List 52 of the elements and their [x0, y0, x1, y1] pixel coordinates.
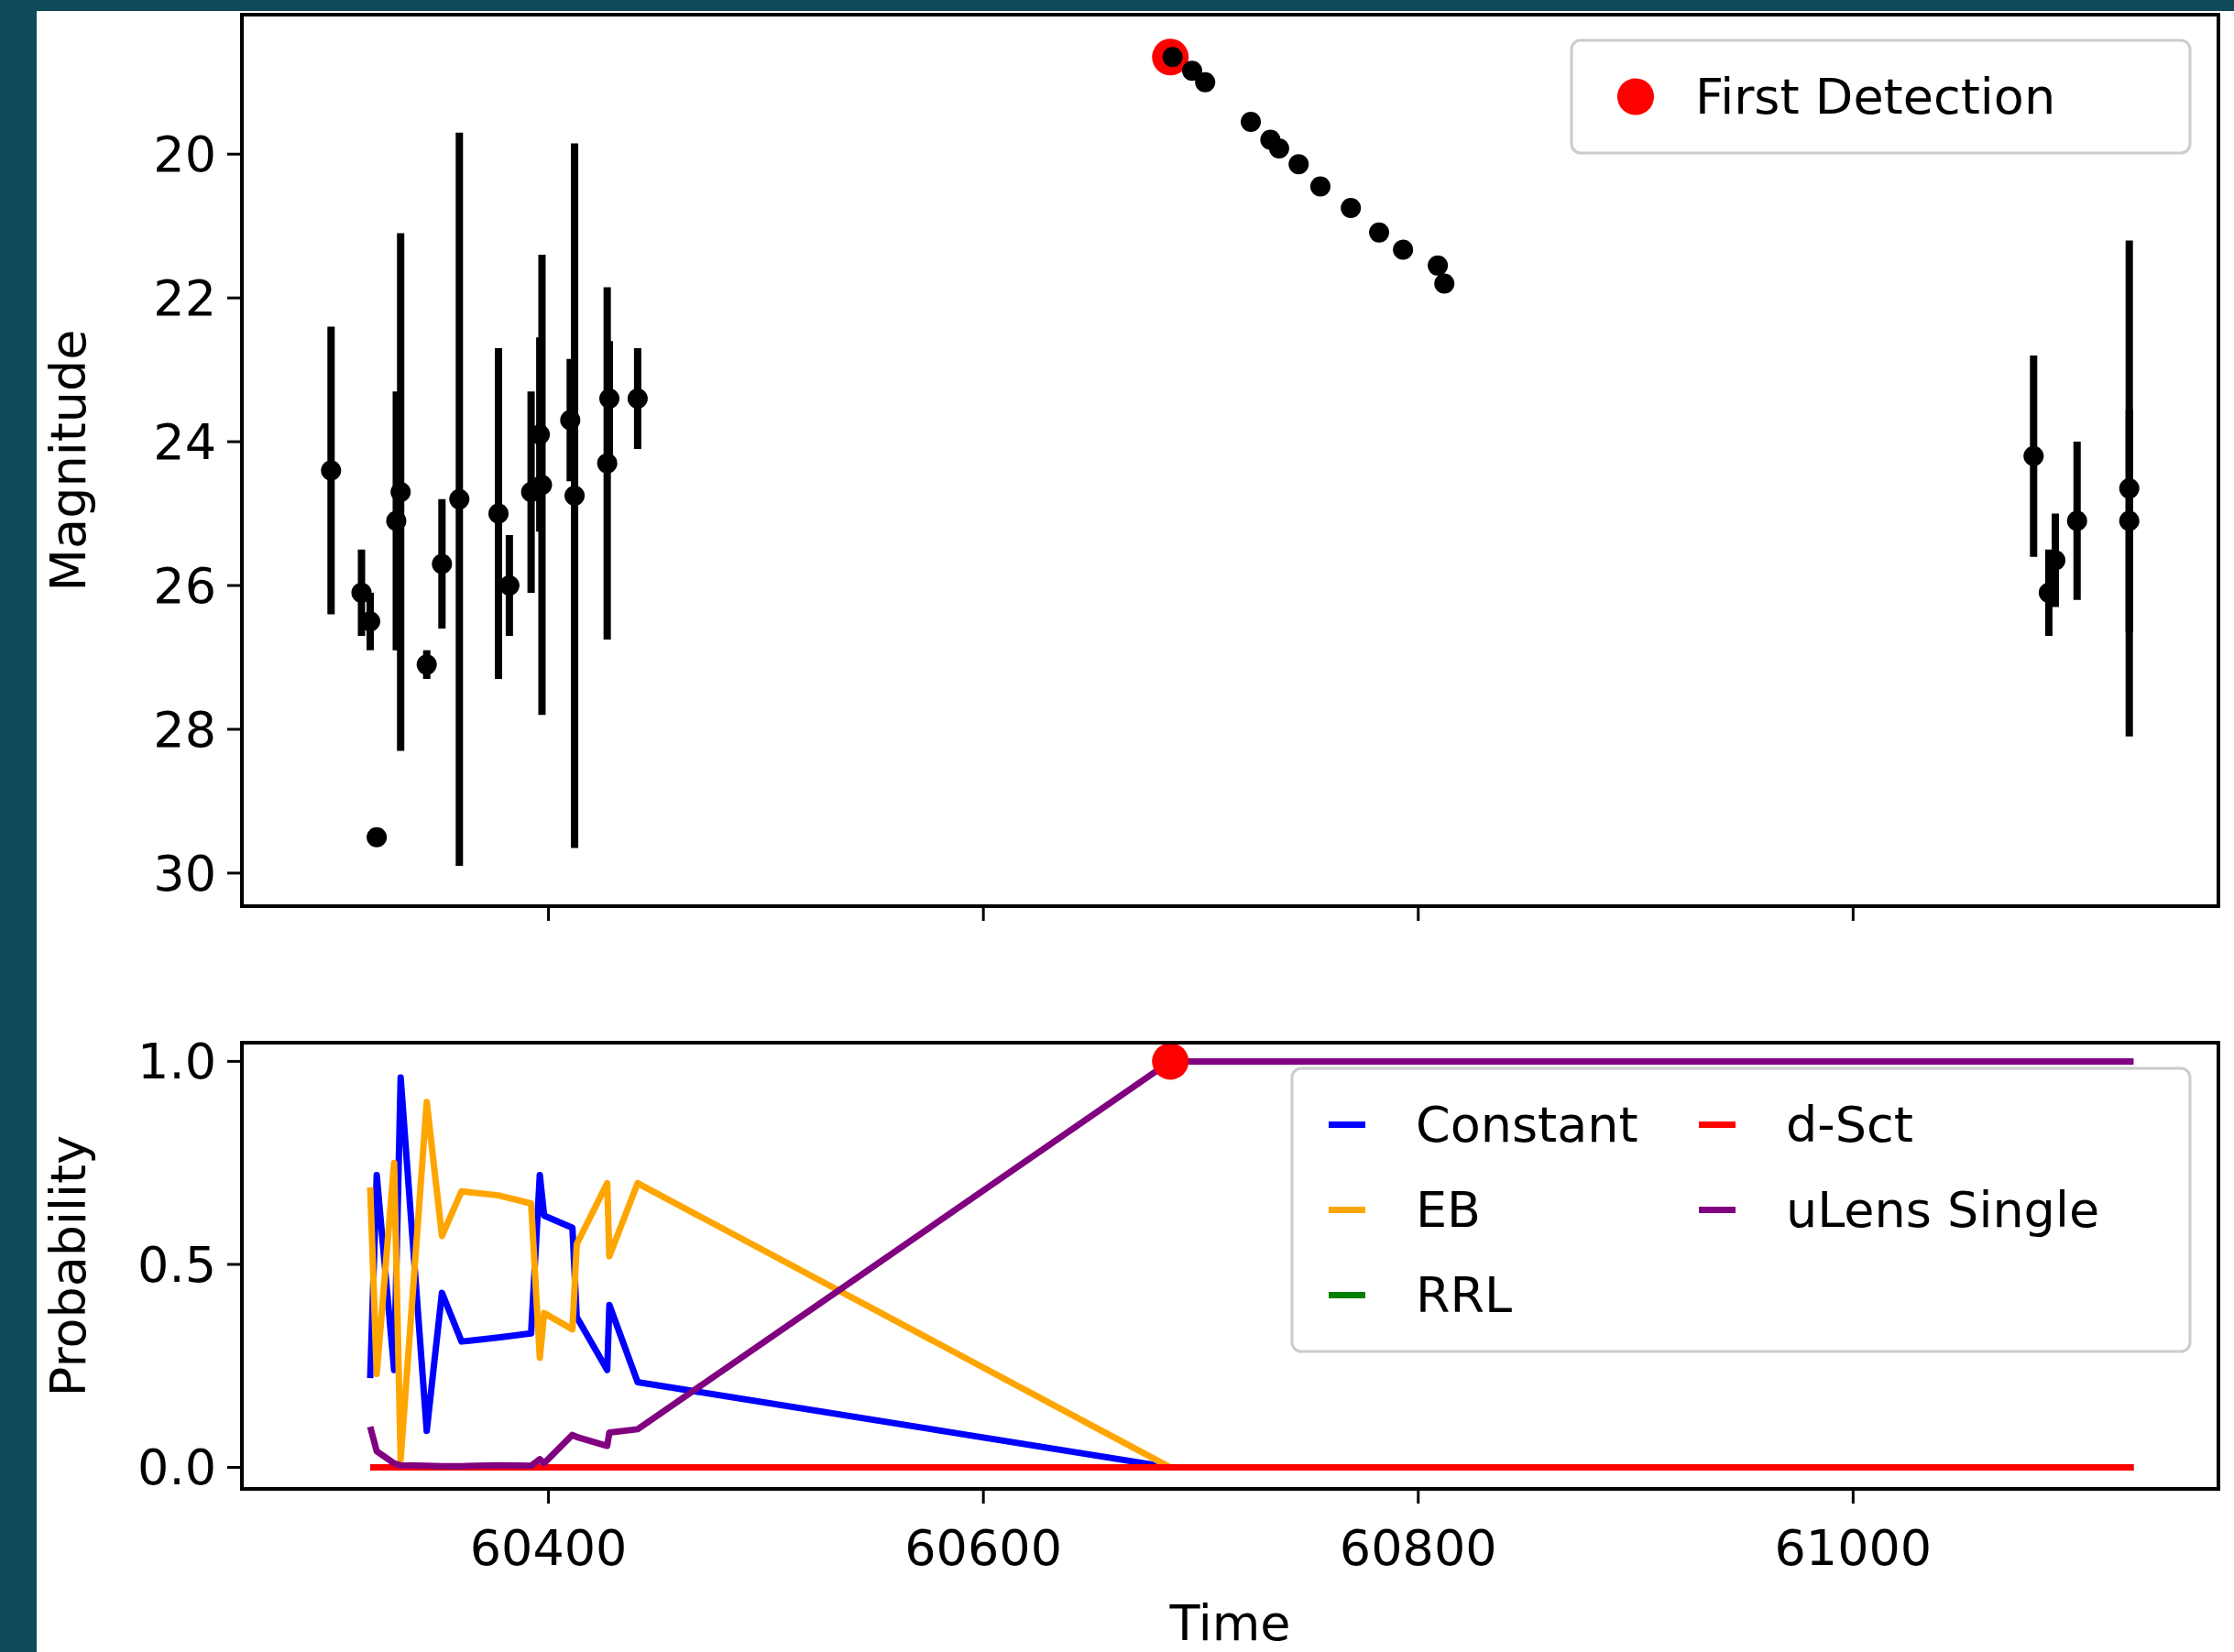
point [1288, 154, 1309, 175]
point [1309, 176, 1331, 197]
point [1268, 137, 1289, 159]
y-tick-label: 20 [153, 126, 216, 184]
y-tick-label: 24 [153, 413, 216, 471]
point [351, 582, 372, 603]
legend-label: EB [1416, 1181, 1482, 1240]
point [597, 453, 618, 474]
point [2119, 478, 2140, 499]
y-tick-label: 22 [153, 269, 216, 328]
point [2119, 510, 2140, 531]
y-axis-title: Magnitude [38, 329, 97, 592]
legend-label: Constant [1416, 1096, 1638, 1154]
y-tick-label: 0.5 [137, 1235, 216, 1294]
point [1434, 273, 1455, 294]
legend-label: uLens Single [1786, 1181, 2100, 1240]
x-tick-label: 60400 [469, 1519, 628, 1578]
point [390, 482, 411, 503]
y-tick-label: 0.0 [137, 1439, 216, 1497]
y-tick-label: 28 [153, 700, 216, 759]
point [627, 388, 648, 410]
point [1241, 111, 1262, 132]
point [2023, 445, 2044, 466]
x-tick-label: 60800 [1339, 1519, 1497, 1578]
x-tick-label: 61000 [1774, 1519, 1933, 1578]
point [1428, 255, 1449, 276]
point [386, 510, 407, 531]
point [1369, 222, 1390, 243]
y-tick-label: 1.0 [137, 1033, 216, 1091]
point [1195, 71, 1216, 93]
point [1393, 239, 1414, 260]
x-axis-title: Time [1168, 1594, 1291, 1652]
point [560, 410, 581, 431]
point [531, 475, 553, 496]
point [1181, 60, 1202, 82]
point [432, 553, 453, 574]
point [367, 826, 388, 848]
point [321, 460, 342, 481]
point [416, 654, 437, 675]
x-tick-label: 60600 [904, 1519, 1063, 1578]
legend-label: RRL [1416, 1266, 1513, 1325]
point [1341, 198, 1362, 219]
point [488, 503, 509, 524]
y-tick-label: 26 [153, 556, 216, 615]
legend-label: d-Sct [1786, 1096, 1913, 1154]
point [449, 488, 470, 509]
y-axis-title: Probability [38, 1134, 97, 1397]
point [2066, 510, 2087, 531]
legend-label: First Detection [1695, 68, 2056, 126]
point [564, 485, 586, 506]
y-tick-label: 30 [153, 844, 216, 903]
point [599, 388, 620, 410]
